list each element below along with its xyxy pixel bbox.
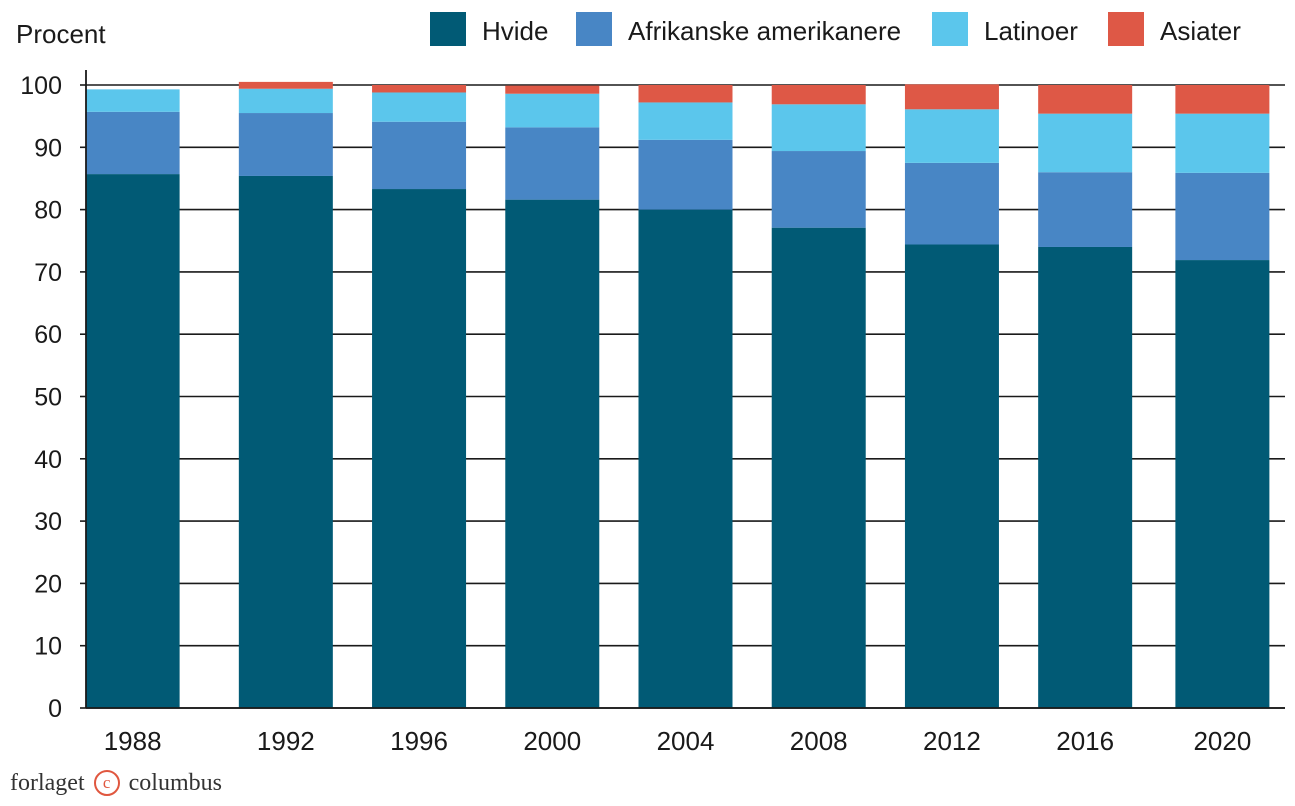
bar-segment-2012-2 (904, 109, 999, 163)
x-tick-labels: 1988 1992 1996 2000 2004 2008 2012 2016 2020 (104, 726, 1252, 756)
legend-label: Afrikanske amerikanere (628, 16, 901, 46)
x-tick-label: 1988 (104, 726, 162, 756)
bar-segment-1988-0 (85, 174, 180, 709)
y-tick-label: 30 (34, 508, 62, 536)
legend-label: Latinoer (984, 16, 1078, 46)
bar-segment-1996-0 (372, 189, 467, 708)
x-tick-label: 2000 (523, 726, 581, 756)
bar-segment-2016-0 (1038, 246, 1133, 709)
y-tick-label: 50 (34, 384, 62, 412)
y-tick-label: 100 (20, 72, 62, 100)
bar-segment-2008-3 (771, 85, 866, 105)
x-tick-label: 2012 (923, 726, 981, 756)
publisher-name-right: columbus (128, 770, 222, 796)
legend-swatch (576, 12, 612, 46)
y-tick-label: 0 (48, 695, 62, 723)
y-tick-label: 10 (34, 633, 62, 661)
bar-segment-2012-1 (904, 162, 999, 245)
legend-label: Asiater (1160, 16, 1241, 46)
x-tick-label: 2020 (1193, 726, 1251, 756)
bar-segment-1992-1 (238, 113, 333, 176)
bar-segment-2020-0 (1175, 260, 1270, 708)
y-axis-title: Procent (16, 19, 106, 49)
bar-segment-1996-2 (372, 92, 467, 122)
y-tick-label: 90 (34, 134, 62, 162)
publisher-logo: forlaget c columbus (10, 770, 222, 797)
axes (80, 70, 1285, 709)
bar-segment-2020-2 (1175, 113, 1270, 173)
bar-segment-1992-3 (238, 81, 333, 89)
bar-segment-2000-2 (505, 93, 600, 128)
bar-segment-1988-2 (85, 89, 180, 112)
y-tick-label: 40 (34, 446, 62, 474)
x-tick-label: 2008 (790, 726, 848, 756)
bar-segment-1988-1 (85, 111, 180, 175)
bar-segment-2012-0 (904, 244, 999, 708)
y-tick-label: 80 (34, 197, 62, 225)
y-tick-label: 20 (34, 570, 62, 598)
bar-segment-2004-3 (638, 85, 733, 103)
bar-segment-2008-0 (771, 227, 866, 709)
bar-segment-2008-1 (771, 151, 866, 228)
y-tick-label: 60 (34, 321, 62, 349)
bar-segment-2016-2 (1038, 113, 1133, 173)
legend-swatch (1108, 12, 1144, 46)
bar-segment-2000-1 (505, 127, 600, 200)
publisher-mark-icon: c (93, 770, 120, 796)
legend-swatch (430, 12, 466, 46)
bar-segment-2000-3 (505, 85, 600, 94)
x-tick-label: 2004 (657, 726, 715, 756)
bar-segment-2004-1 (638, 139, 733, 210)
publisher-name-left: forlaget (10, 770, 85, 796)
bar-segment-1992-0 (238, 175, 333, 708)
bar-segment-2008-2 (771, 104, 866, 152)
x-tick-label: 1992 (257, 726, 315, 756)
bar-segment-1996-3 (372, 85, 467, 93)
bar-segment-2012-3 (904, 84, 999, 110)
x-tick-label: 1996 (390, 726, 448, 756)
legend: Hvide Afrikanske amerikanere Latinoer Asiat… (430, 12, 1241, 46)
x-tick-label: 2016 (1056, 726, 1114, 756)
bar-segment-2004-2 (638, 102, 733, 140)
bar-segment-2000-0 (505, 199, 600, 708)
y-tick-label: 70 (34, 259, 62, 287)
bar-segment-2016-3 (1038, 85, 1133, 114)
legend-label: Hvide (482, 16, 548, 46)
bar-segment-1996-1 (372, 121, 467, 190)
bar-segment-1992-2 (238, 88, 333, 114)
bars (85, 81, 1270, 709)
legend-swatch (932, 12, 968, 46)
bar-segment-2016-1 (1038, 172, 1133, 247)
bar-segment-2020-1 (1175, 172, 1270, 261)
bar-segment-2020-3 (1175, 85, 1270, 114)
y-tick-labels: 0 10 20 30 40 50 60 70 80 90 100 (20, 72, 62, 723)
bar-segment-2004-0 (638, 209, 733, 708)
